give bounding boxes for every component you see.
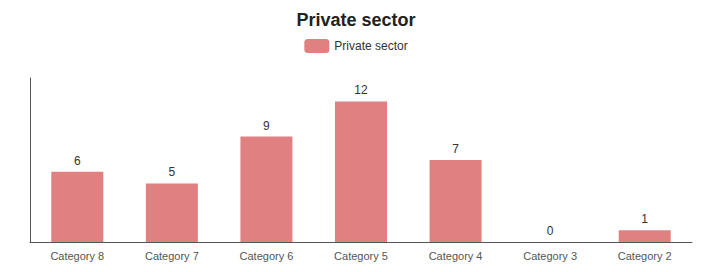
svg-text:Category 4: Category 4 bbox=[429, 250, 483, 262]
svg-text:0: 0 bbox=[547, 224, 554, 238]
svg-text:Private sector: Private sector bbox=[334, 39, 407, 53]
svg-text:Private sector: Private sector bbox=[296, 10, 415, 30]
svg-text:Category 7: Category 7 bbox=[145, 250, 199, 262]
svg-text:1: 1 bbox=[641, 212, 648, 226]
svg-text:Category 5: Category 5 bbox=[334, 250, 388, 262]
svg-text:6: 6 bbox=[74, 154, 81, 168]
svg-text:Category 3: Category 3 bbox=[523, 250, 577, 262]
svg-text:9: 9 bbox=[263, 119, 270, 133]
svg-text:Category 6: Category 6 bbox=[240, 250, 294, 262]
svg-text:5: 5 bbox=[169, 165, 176, 179]
svg-text:Category 2: Category 2 bbox=[618, 250, 672, 262]
svg-text:12: 12 bbox=[354, 83, 368, 97]
svg-text:Category 8: Category 8 bbox=[50, 250, 104, 262]
svg-text:7: 7 bbox=[452, 142, 459, 156]
